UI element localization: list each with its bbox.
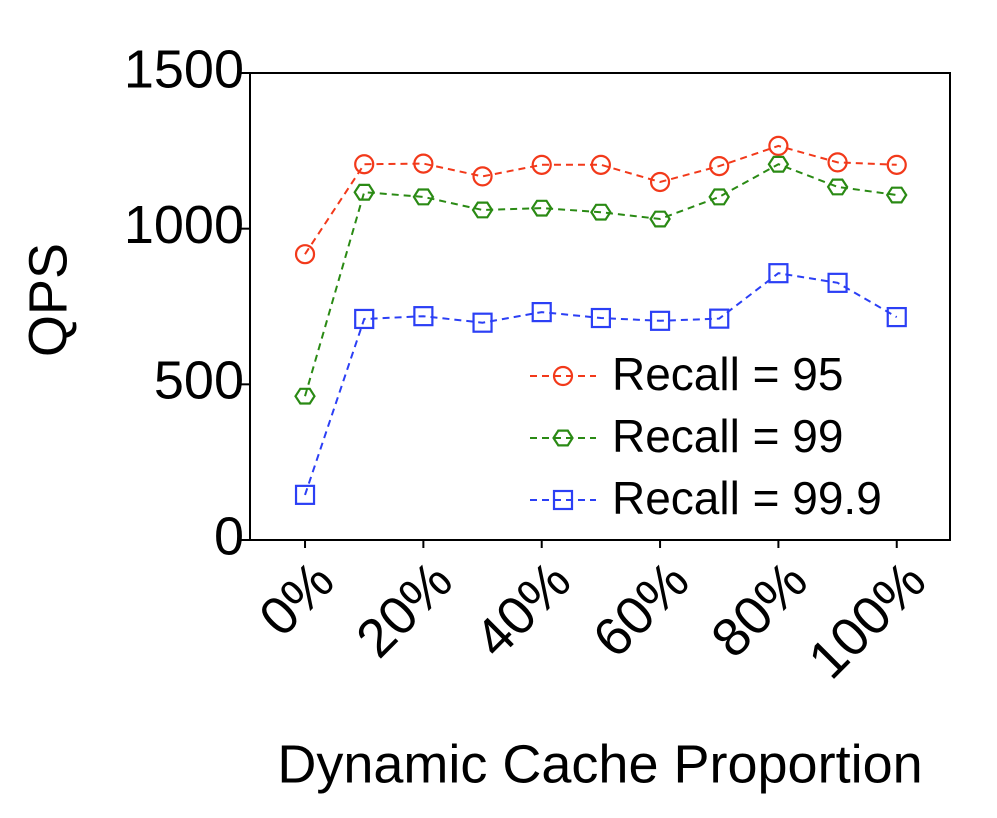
series-line xyxy=(304,144,897,255)
x-axis-label: Dynamic Cache Proportion xyxy=(277,734,922,794)
marker xyxy=(827,272,848,293)
series xyxy=(294,155,908,405)
marker xyxy=(649,171,671,193)
marker xyxy=(826,178,849,196)
marker xyxy=(472,312,493,333)
marker xyxy=(531,302,552,323)
marker xyxy=(294,484,316,505)
y-tick-label: 500 xyxy=(154,351,244,411)
marker xyxy=(885,186,908,204)
x-tick-label: 100% xyxy=(797,550,937,690)
marker xyxy=(590,307,611,329)
y-tick-label: 1000 xyxy=(124,195,244,255)
series xyxy=(294,135,907,265)
marker xyxy=(590,154,611,175)
y-axis-label: QPS xyxy=(18,243,78,357)
marker xyxy=(886,306,907,328)
marker xyxy=(767,155,790,173)
marker xyxy=(412,188,435,206)
plot-frame xyxy=(249,72,951,541)
marker xyxy=(531,154,552,175)
marker xyxy=(768,135,789,156)
marker xyxy=(886,154,907,175)
marker xyxy=(709,155,730,177)
marker xyxy=(413,153,434,174)
x-tick-label: 60% xyxy=(582,550,701,669)
marker xyxy=(649,210,671,228)
marker xyxy=(552,489,574,511)
marker xyxy=(472,166,493,187)
legend-label: Recall = 99.9 xyxy=(612,472,882,524)
marker xyxy=(354,154,375,175)
series-line xyxy=(304,272,898,496)
legend-label: Recall = 95 xyxy=(612,348,843,400)
marker xyxy=(354,308,375,330)
marker xyxy=(530,199,553,217)
x-tick-label: 20% xyxy=(345,550,464,669)
marker xyxy=(413,306,434,327)
marker xyxy=(649,310,671,331)
marker xyxy=(768,263,789,284)
x-tick-label: 40% xyxy=(463,550,582,669)
y-tick-label: 1500 xyxy=(124,39,244,99)
legend-label: Recall = 99 xyxy=(612,410,843,462)
series-line xyxy=(304,163,897,397)
marker xyxy=(294,244,316,265)
marker xyxy=(708,188,731,206)
marker xyxy=(353,183,376,201)
marker xyxy=(471,201,494,219)
x-tick-label: 0% xyxy=(248,550,346,648)
marker xyxy=(294,387,316,405)
marker xyxy=(827,152,848,173)
series xyxy=(294,263,907,505)
marker xyxy=(709,308,730,329)
legend: Recall = 95 Recall = 99 Recall = 99.9 xyxy=(530,348,882,524)
marker xyxy=(552,365,574,387)
marker xyxy=(590,203,612,221)
y-tick-label: 0 xyxy=(214,506,244,566)
marker xyxy=(552,429,574,447)
